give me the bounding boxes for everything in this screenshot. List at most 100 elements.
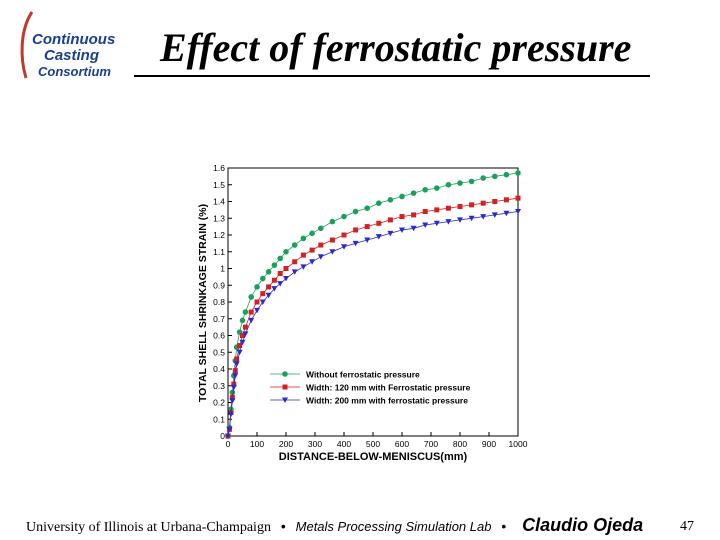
series-1-point-31: [445, 181, 452, 188]
series-3-point-12: [259, 299, 266, 305]
series-3-point-28: [410, 225, 417, 232]
logo-arc: [20, 11, 34, 79]
y-tick-label-5: 0.5: [213, 347, 225, 357]
series-1-point-32: [457, 180, 463, 186]
series-1-point-13: [265, 269, 272, 275]
series-2-point-9: [242, 324, 248, 330]
series-2-point-34: [480, 200, 486, 206]
x-tick-label-4: 400: [337, 439, 351, 449]
plot-frame: [227, 167, 519, 437]
series-3-point-37: [515, 209, 521, 215]
series-1-point-25: [376, 200, 382, 206]
series-2-point-19: [309, 247, 315, 253]
series-3-point-17: [291, 269, 298, 275]
x-tick-label-8: 800: [453, 439, 467, 449]
series-2-point-11: [254, 299, 260, 305]
legend-label-2: Width: 120 mm with Ferrostatic pressure: [306, 383, 471, 393]
series-3-point-20: [317, 254, 324, 260]
series-2-point-22: [341, 232, 347, 238]
series-3-point-4: [230, 384, 237, 391]
series-3-point-10: [248, 317, 255, 324]
series-2-point-23: [353, 227, 359, 233]
series-3-point-29: [422, 222, 429, 228]
series-layer: [225, 170, 521, 439]
series-2-point-18: [300, 252, 306, 258]
series-2-point-25: [376, 220, 382, 226]
series-2-point-30: [434, 207, 440, 213]
y-tick-label-0: 0: [220, 431, 225, 441]
x-tick-label-2: 200: [279, 439, 293, 449]
footer-separator-2: •: [501, 518, 507, 534]
series-2-point-16: [283, 266, 289, 271]
series-1-point-14: [271, 262, 278, 268]
legend-label-1: Without ferrostatic pressure: [306, 370, 420, 380]
series-3-point-16: [283, 276, 289, 282]
series-3-point-15: [277, 281, 284, 287]
x-tick-label-7: 700: [424, 439, 438, 449]
series-1-point-20: [318, 225, 324, 232]
y-tick-label-10: 1: [220, 264, 225, 274]
series-2-point-29: [422, 209, 428, 215]
series-1-point-12: [260, 275, 266, 282]
y-tick-label-13: 1.3: [213, 213, 225, 223]
series-2-point-4: [231, 381, 237, 387]
series-2-point-17: [292, 259, 298, 265]
legend-marker-3: [282, 397, 288, 403]
page-number: 47: [680, 519, 694, 534]
series-1-point-15: [277, 255, 283, 262]
series-3-point-32: [457, 217, 463, 223]
y-tick-label-6: 0.6: [213, 331, 225, 341]
series-1-point-26: [387, 197, 394, 203]
footer: University of Illinois at Urbana-Champai…: [26, 516, 643, 535]
x-tick-label-6: 600: [395, 439, 409, 449]
series-1-point-19: [309, 230, 315, 237]
series-2-point-6: [234, 356, 240, 362]
series-1-point-22: [341, 213, 347, 220]
series-2-point-36: [503, 197, 509, 203]
x-tick-label-9: 900: [482, 439, 496, 449]
x-tick-label-0: 0: [226, 439, 231, 449]
slide-title: Effect of ferrostatic pressure: [160, 25, 632, 70]
logo-line-2: Casting: [44, 47, 99, 64]
legend-marker-1: [282, 371, 288, 377]
x-tick-label-1: 100: [250, 439, 264, 449]
series-1-point-16: [283, 248, 289, 255]
series-3-point-18: [300, 264, 307, 270]
series-1-point-35: [492, 173, 498, 180]
series-2: [225, 195, 521, 439]
y-tick-label-11: 1.1: [213, 247, 225, 257]
y-tick-label-12: 1.2: [213, 230, 225, 240]
series-3-point-27: [399, 227, 405, 233]
series-1-point-37: [515, 170, 521, 176]
footer-author: Claudio Ojeda: [522, 515, 644, 535]
series-3-point-7: [236, 349, 243, 356]
series-1-point-10: [248, 294, 254, 300]
series-2-point-14: [271, 277, 277, 283]
series-3-point-19: [309, 259, 316, 265]
legend-marker-2: [282, 384, 288, 390]
series-1-point-34: [480, 175, 487, 181]
series-1-point-18: [300, 235, 307, 242]
x-tick-label-3: 300: [308, 439, 322, 449]
series-3-point-33: [468, 215, 475, 222]
series-1-point-33: [468, 178, 475, 185]
x-axis-label: DISTANCE-BELOW-MENISCUS(mm): [279, 451, 468, 463]
x-tick-label-10: 1000: [509, 439, 528, 449]
series-3-point-22: [341, 244, 347, 250]
series-1-point-36: [503, 171, 510, 178]
strain-chart: 0 0.1 0.2 0.3 0.4 0.5 0.6 0.7 0.8 0.9 1 1.1 1.2 1.3 1.…: [197, 163, 528, 463]
series-2-point-28: [411, 212, 417, 218]
series-3-point-8: [239, 339, 246, 346]
series-2-point-13: [266, 284, 272, 290]
series-1-point-29: [422, 186, 428, 193]
y-tick-label-16: 1.6: [213, 163, 225, 173]
series-3-point-1: [226, 426, 233, 433]
y-tick-label-9: 0.9: [213, 280, 225, 290]
series-3-point-11: [254, 307, 260, 314]
series-3-point-9: [242, 331, 249, 337]
series-3-point-30: [433, 220, 440, 227]
footer-institution: University of Illinois at Urbana-Champai…: [26, 520, 271, 535]
logo-line-1: Continuous: [32, 31, 115, 48]
series-1-point-17: [291, 242, 298, 248]
consortium-logo: Continuous Casting Consortium: [20, 11, 115, 79]
